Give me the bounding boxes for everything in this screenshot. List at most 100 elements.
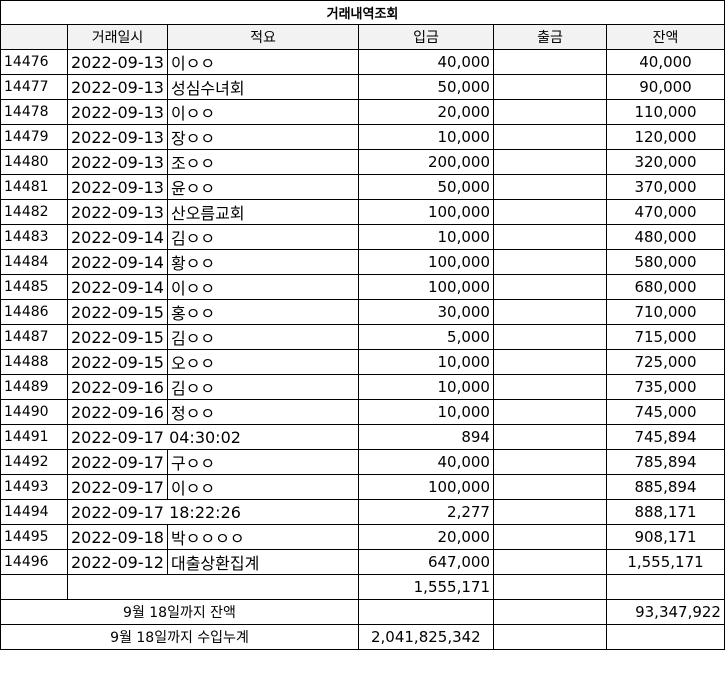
row-balance: 40,000 <box>605 49 725 75</box>
row-date: 2022-09-13 <box>67 49 168 75</box>
row-date: 2022-09-17 18:22:26 <box>67 499 359 525</box>
row-number: 14495 <box>0 524 68 550</box>
row-withdraw <box>492 74 607 100</box>
row-date: 2022-09-15 <box>67 299 168 325</box>
row-memo: 장ㅇㅇ <box>166 124 359 150</box>
row-balance: 370,000 <box>605 174 725 200</box>
row-balance: 470,000 <box>605 199 725 225</box>
row-number: 14487 <box>0 324 68 350</box>
table-row: 14491 2022-09-17 04:30:02 894 745,894 <box>0 424 725 450</box>
row-withdraw <box>492 374 607 400</box>
table-row: 14485 2022-09-14 이ㅇㅇ 100,000 680,000 <box>0 274 725 300</box>
row-number: 14479 <box>0 124 68 150</box>
row-deposit: 5,000 <box>357 324 494 350</box>
table-row: 14489 2022-09-16 김ㅇㅇ 10,000 735,000 <box>0 374 725 400</box>
row-deposit: 40,000 <box>357 49 494 75</box>
row-date: 2022-09-13 <box>67 99 168 125</box>
header-withdraw: 출금 <box>492 24 607 50</box>
row-withdraw <box>492 99 607 125</box>
row-balance: 715,000 <box>605 324 725 350</box>
row-date: 2022-09-13 <box>67 174 168 200</box>
row-number: 14480 <box>0 149 68 175</box>
row-deposit: 10,000 <box>357 374 494 400</box>
table-row: 14492 2022-09-17 구ㅇㅇ 40,000 785,894 <box>0 449 725 475</box>
table-row: 14494 2022-09-17 18:22:26 2,277 888,171 <box>0 499 725 525</box>
row-withdraw <box>492 324 607 350</box>
table-row: 14476 2022-09-13 이ㅇㅇ 40,000 40,000 <box>0 49 725 75</box>
row-balance: 888,171 <box>605 499 725 525</box>
row-withdraw <box>492 224 607 250</box>
row-number: 14484 <box>0 249 68 275</box>
row-deposit: 10,000 <box>357 349 494 375</box>
row-balance: 785,894 <box>605 449 725 475</box>
row-balance: 885,894 <box>605 474 725 500</box>
row-deposit: 100,000 <box>357 199 494 225</box>
transaction-table: 거래내역조회 거래일시 적요 입금 출금 잔액 14476 2022-09-13 이… <box>0 0 725 650</box>
table-row: 14478 2022-09-13 이ㅇㅇ 20,000 110,000 <box>0 99 725 125</box>
row-withdraw <box>492 349 607 375</box>
row-deposit: 100,000 <box>357 249 494 275</box>
table-row: 14495 2022-09-18 박ㅇㅇㅇㅇ 20,000 908,171 <box>0 524 725 550</box>
row-deposit: 647,000 <box>357 549 494 575</box>
row-date: 2022-09-14 <box>67 274 168 300</box>
row-deposit: 10,000 <box>357 224 494 250</box>
row-number: 14478 <box>0 99 68 125</box>
row-balance: 1,555,171 <box>605 549 725 575</box>
header-deposit: 입금 <box>357 24 494 50</box>
table-row: 14490 2022-09-16 정ㅇㅇ 10,000 745,000 <box>0 399 725 425</box>
row-withdraw <box>492 174 607 200</box>
row-memo: 이ㅇㅇ <box>166 99 359 125</box>
row-number: 14489 <box>0 374 68 400</box>
row-number: 14481 <box>0 174 68 200</box>
row-balance: 710,000 <box>605 299 725 325</box>
header-balance: 잔액 <box>605 24 725 50</box>
balance-summary-blank-1 <box>357 599 494 625</box>
row-balance: 745,894 <box>605 424 725 450</box>
row-deposit: 10,000 <box>357 124 494 150</box>
row-memo: 구ㅇㅇ <box>166 449 359 475</box>
row-memo: 이ㅇㅇ <box>166 274 359 300</box>
row-date: 2022-09-16 <box>67 399 168 425</box>
row-deposit: 50,000 <box>357 74 494 100</box>
row-date: 2022-09-17 <box>67 449 168 475</box>
subtotal-blank-4 <box>605 574 725 600</box>
row-number: 14486 <box>0 299 68 325</box>
subtotal-blank-1 <box>0 574 68 600</box>
row-withdraw <box>492 449 607 475</box>
row-number: 14494 <box>0 499 68 525</box>
row-date: 2022-09-14 <box>67 249 168 275</box>
row-withdraw <box>492 124 607 150</box>
income-summary-label: 9월 18일까지 수입누계 <box>0 624 359 650</box>
row-memo: 김ㅇㅇ <box>166 324 359 350</box>
balance-summary-row: 9월 18일까지 잔액 93,347,922 <box>0 599 725 625</box>
row-memo: 이ㅇㅇ <box>166 49 359 75</box>
row-withdraw <box>492 249 607 275</box>
row-deposit: 200,000 <box>357 149 494 175</box>
row-balance: 320,000 <box>605 149 725 175</box>
table-row: 14488 2022-09-15 오ㅇㅇ 10,000 725,000 <box>0 349 725 375</box>
subtotal-deposit: 1,555,171 <box>357 574 494 600</box>
row-date: 2022-09-14 <box>67 224 168 250</box>
row-date: 2022-09-18 <box>67 524 168 550</box>
row-memo: 홍ㅇㅇ <box>166 299 359 325</box>
row-date: 2022-09-13 <box>67 149 168 175</box>
row-deposit: 10,000 <box>357 399 494 425</box>
balance-summary-label: 9월 18일까지 잔액 <box>0 599 359 625</box>
row-number: 14485 <box>0 274 68 300</box>
row-memo: 대출상환집계 <box>166 549 359 575</box>
row-withdraw <box>492 474 607 500</box>
income-summary-row: 9월 18일까지 수입누계 2,041,825,342 <box>0 624 725 650</box>
row-withdraw <box>492 299 607 325</box>
row-date: 2022-09-13 <box>67 199 168 225</box>
header-memo: 적요 <box>166 24 359 50</box>
row-withdraw <box>492 424 607 450</box>
row-memo: 오ㅇㅇ <box>166 349 359 375</box>
row-balance: 735,000 <box>605 374 725 400</box>
table-row: 14483 2022-09-14 김ㅇㅇ 10,000 480,000 <box>0 224 725 250</box>
table-row: 14481 2022-09-13 윤ㅇㅇ 50,000 370,000 <box>0 174 725 200</box>
row-withdraw <box>492 399 607 425</box>
row-memo: 김ㅇㅇ <box>166 224 359 250</box>
row-deposit: 20,000 <box>357 524 494 550</box>
row-memo: 윤ㅇㅇ <box>166 174 359 200</box>
row-balance: 110,000 <box>605 99 725 125</box>
